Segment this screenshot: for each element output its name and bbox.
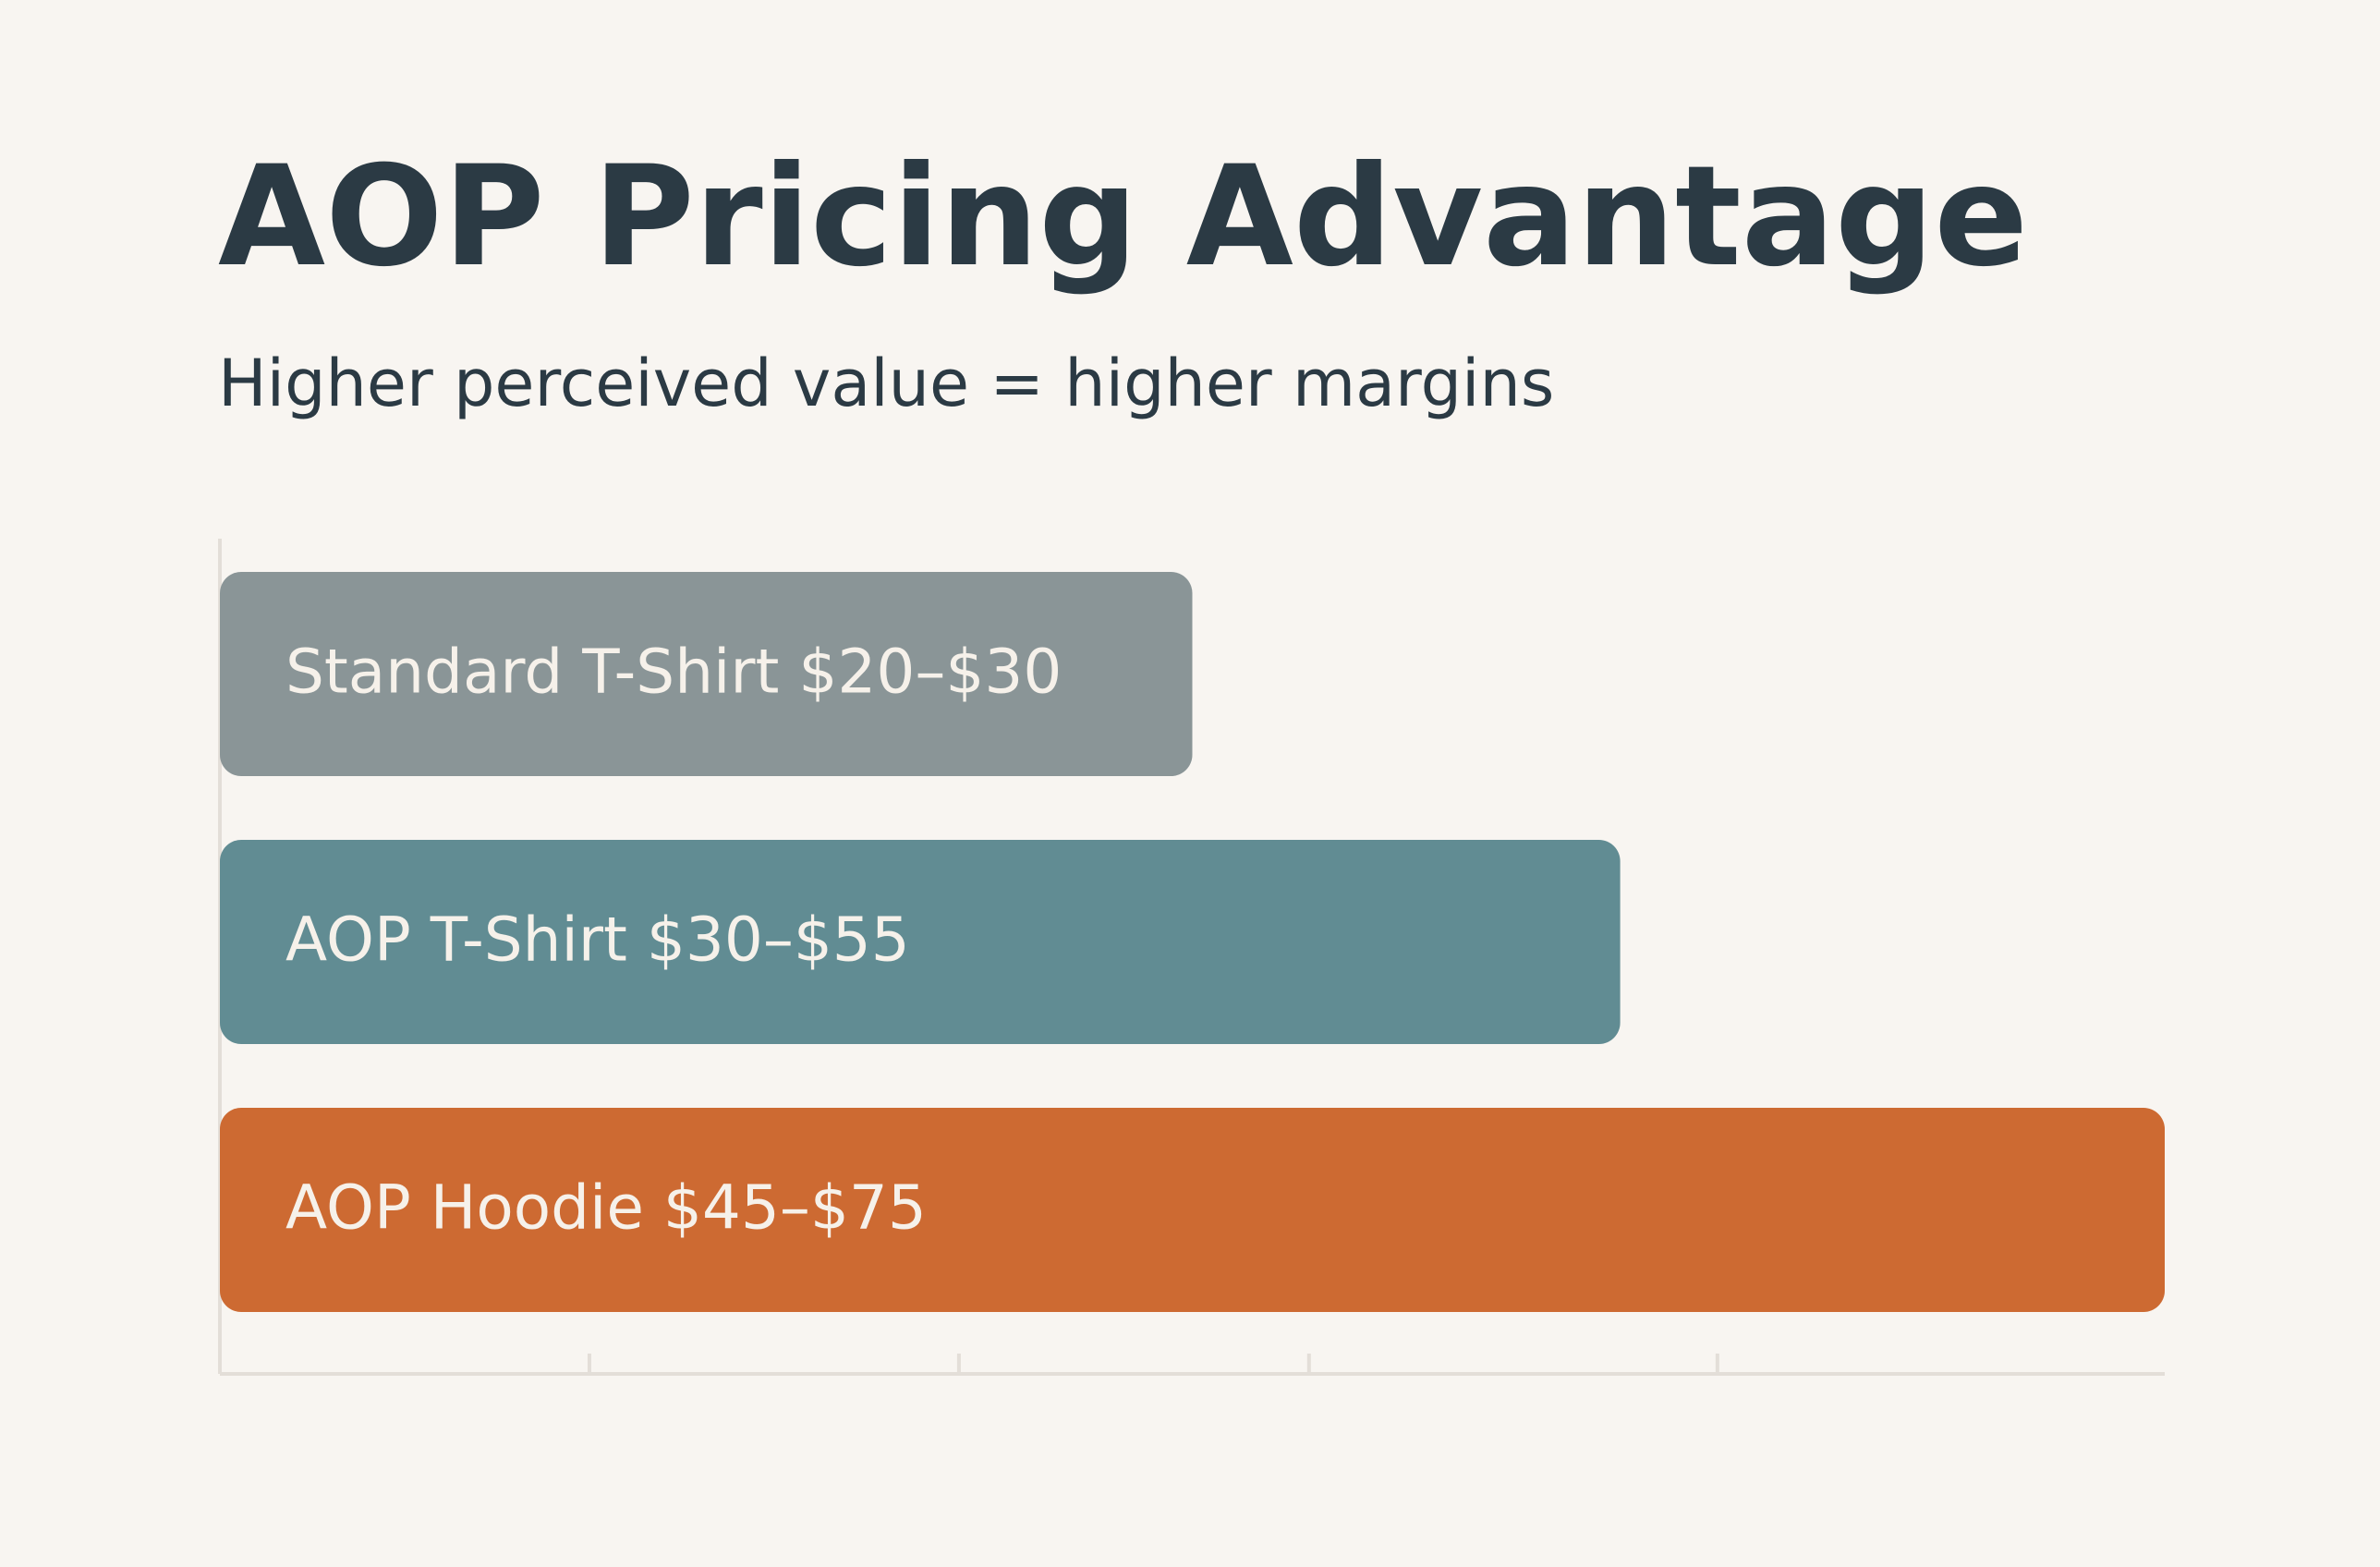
- chart-title: AOP Pricing Advantage: [218, 137, 2028, 298]
- bar-label: Standard T-Shirt $20–$30: [285, 637, 1062, 708]
- bar: [220, 572, 1193, 776]
- chart-subtitle: Higher perceived value = higher margins: [218, 346, 1554, 421]
- bar: [220, 840, 1621, 1044]
- bar-label: AOP T-Shirt $30–$55: [285, 905, 910, 976]
- bar-label: AOP Hoodie $45–$75: [285, 1172, 927, 1244]
- bar: [220, 1108, 2165, 1312]
